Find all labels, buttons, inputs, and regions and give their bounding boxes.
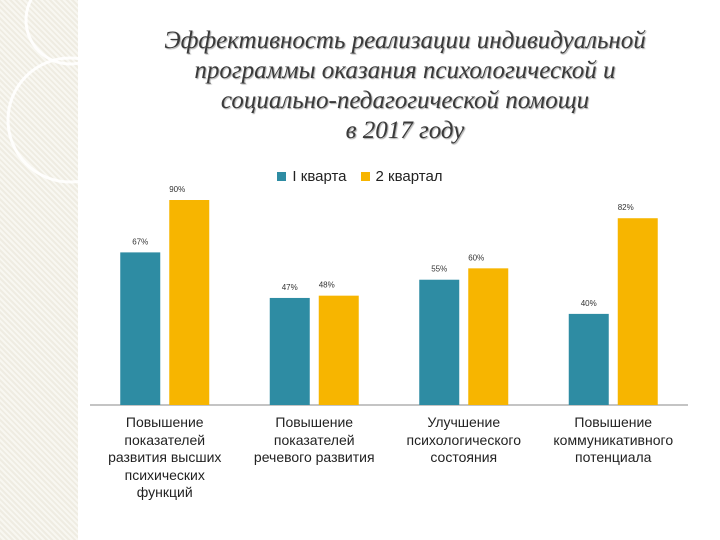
data-label-series2-cat4: 82%	[618, 203, 634, 212]
legend-swatch-series1	[277, 172, 287, 181]
category-label-line: психологического	[406, 431, 522, 448]
data-label-series1-cat1: 67%	[132, 237, 148, 246]
data-label-series1-cat3: 55%	[431, 265, 447, 274]
title-line: социально-педагогической помощи	[220, 87, 590, 114]
data-label-series2-cat2: 48%	[319, 281, 335, 290]
category-label-3: Улучшение психологического состояния	[389, 414, 539, 467]
decorative-circles	[6, 0, 78, 184]
title-line: программы оказания психологической и	[194, 57, 616, 84]
category-label-line: показателей	[273, 431, 355, 448]
category-label-line: Повышение	[574, 414, 653, 430]
category-label-line: коммуникативного	[553, 431, 674, 448]
legend-label-series1: I кварта	[292, 168, 347, 185]
category-label-line: речевого развития	[253, 449, 375, 465]
category-label-4: Повышение коммуникативного потенциала	[538, 414, 688, 467]
title-line: в 2017 году	[345, 117, 465, 144]
data-label-series1-cat2: 47%	[282, 283, 298, 292]
bar-series2-cat4	[617, 218, 658, 405]
legend-label-series2: 2 квартал	[375, 168, 443, 185]
decorative-side-stripe	[0, 0, 78, 540]
category-label-line: потенциала	[575, 449, 652, 465]
category-label-1: Повышение показателей развития высших психи…	[90, 414, 240, 502]
chart-title: Эффективность реализации индивидуальной …	[100, 26, 710, 146]
bar-series2-cat2	[318, 295, 359, 405]
chart-legend: I кварта 2 квартал	[0, 168, 720, 185]
data-label-series2-cat3: 60%	[468, 253, 484, 262]
legend-item-series1: I кварта	[277, 168, 347, 185]
category-label-line: психических	[124, 466, 205, 483]
category-label-line: Повышение	[275, 414, 354, 430]
bar-series2-cat3	[468, 268, 509, 405]
bar-series1-cat1	[120, 252, 161, 405]
category-label-line: развития высших	[108, 449, 222, 465]
category-label-line: функций	[136, 484, 193, 500]
bar-series1-cat2	[269, 297, 310, 405]
data-label-series1-cat4: 40%	[581, 299, 597, 308]
data-label-series2-cat1: 90%	[169, 185, 185, 194]
category-label-2: Повышение показателей речевого развития	[239, 414, 389, 467]
category-label-line: состояния	[430, 449, 498, 465]
legend-swatch-series2	[360, 172, 370, 181]
bar-series1-cat3	[419, 279, 460, 405]
bar-series1-cat4	[568, 313, 609, 405]
category-label-line: Улучшение	[427, 414, 501, 430]
category-label-line: Повышение	[125, 414, 204, 430]
bar-series2-cat1	[169, 200, 210, 405]
legend-item-series2: 2 квартал	[360, 168, 443, 185]
title-line: Эффективность реализации индивидуальной	[164, 27, 646, 54]
category-label-line: показателей	[124, 431, 206, 448]
